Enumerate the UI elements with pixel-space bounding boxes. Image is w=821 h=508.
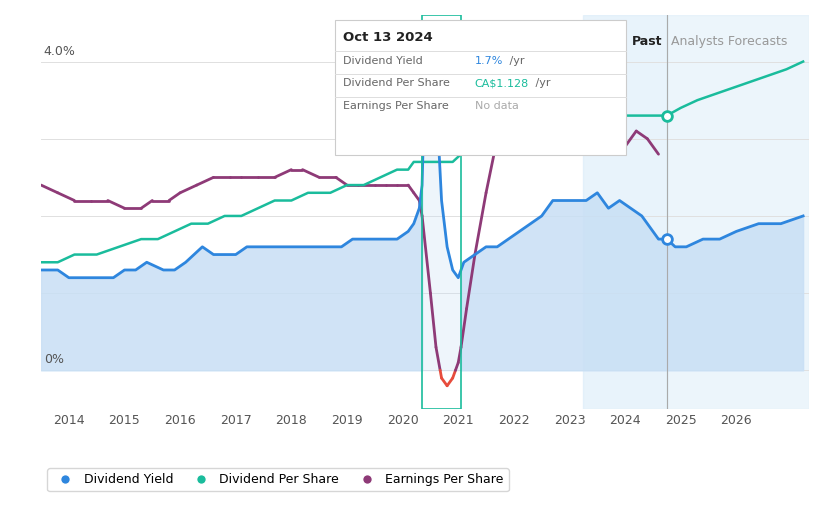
Text: Past: Past: [632, 35, 663, 48]
Text: Dividend Per Share: Dividend Per Share: [343, 78, 450, 88]
Text: Oct 13 2024: Oct 13 2024: [343, 30, 433, 44]
Text: /yr: /yr: [506, 55, 525, 66]
Text: CA$1.128: CA$1.128: [475, 78, 529, 88]
Text: No data: No data: [475, 101, 518, 111]
Text: Analysts Forecasts: Analysts Forecasts: [672, 35, 787, 48]
Bar: [667, 15, 809, 409]
Text: 0%: 0%: [44, 354, 64, 366]
Text: /yr: /yr: [532, 78, 551, 88]
Bar: [422, 15, 461, 409]
Text: Earnings Per Share: Earnings Per Share: [343, 101, 449, 111]
Bar: [584, 15, 667, 409]
Legend: Dividend Yield, Dividend Per Share, Earnings Per Share: Dividend Yield, Dividend Per Share, Earn…: [48, 468, 509, 491]
Text: 1.7%: 1.7%: [475, 55, 503, 66]
Text: 4.0%: 4.0%: [44, 45, 76, 58]
Text: Dividend Yield: Dividend Yield: [343, 55, 423, 66]
